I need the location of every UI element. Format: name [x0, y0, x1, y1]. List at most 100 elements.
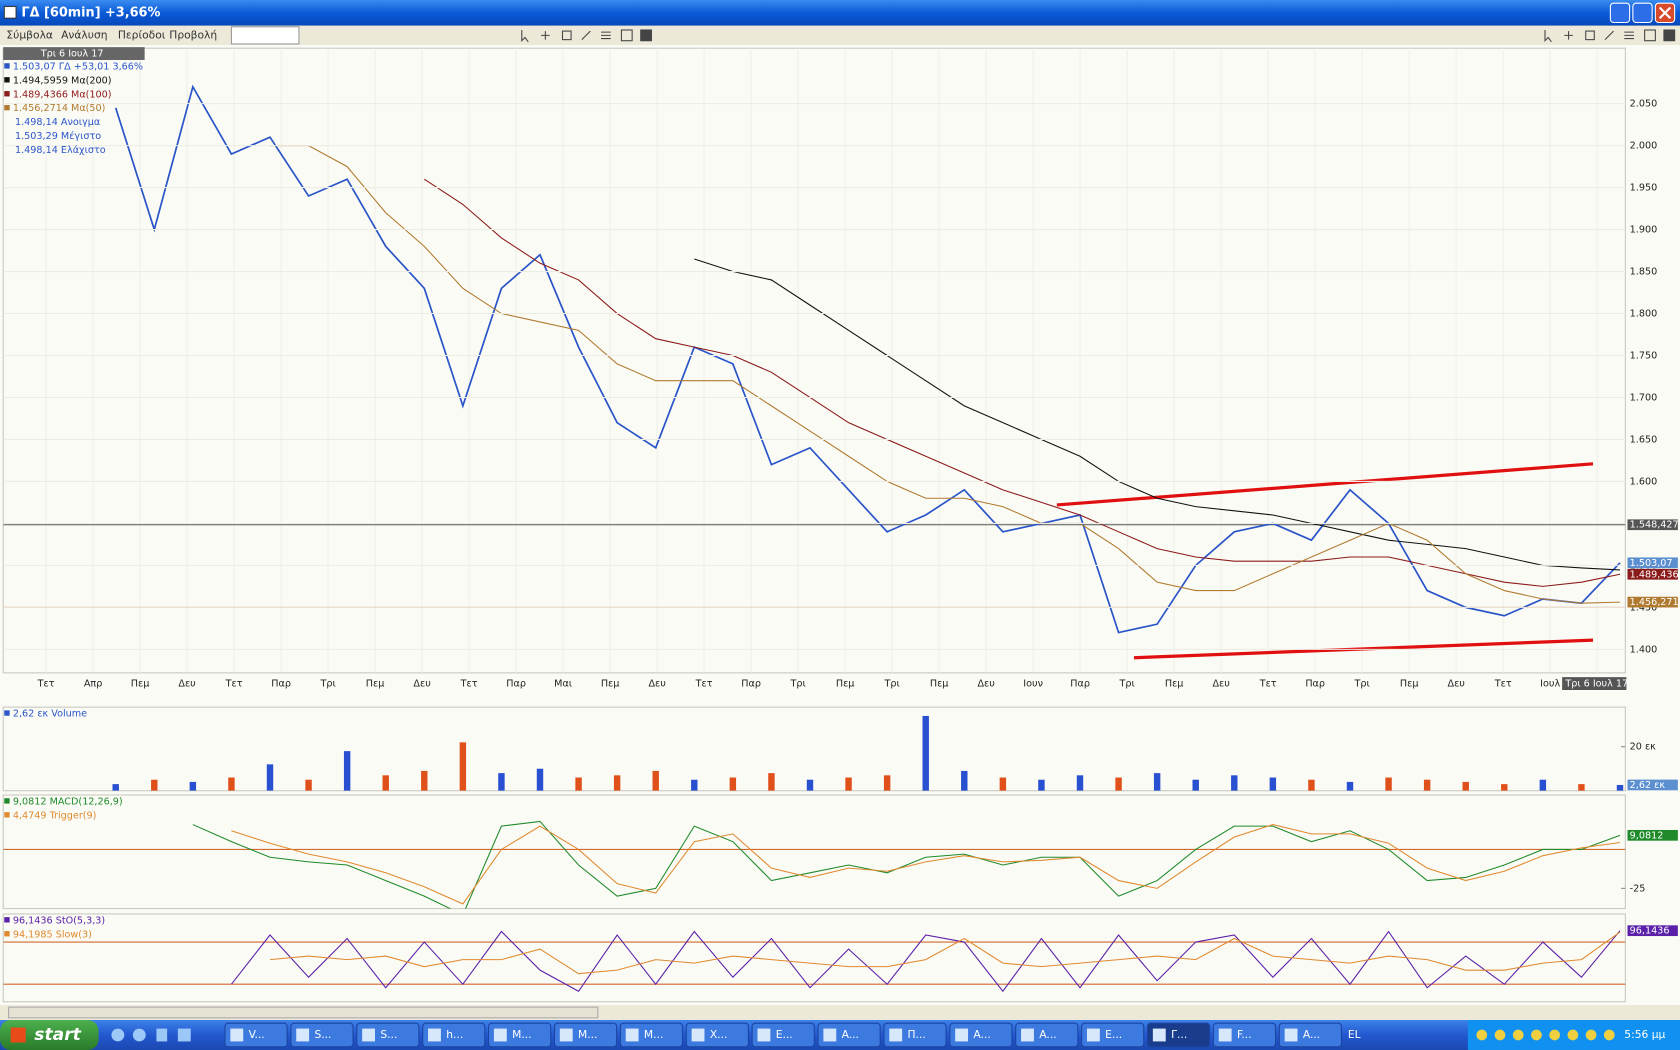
value-tag	[1627, 829, 1678, 841]
trend-line	[1056, 462, 1594, 507]
tool-save[interactable]	[640, 29, 652, 42]
task-label: A...	[842, 1028, 859, 1041]
task-label: Γ...	[1171, 1028, 1187, 1041]
charts: 1.4001.4501.5001.5501.6001.6501.7001.750…	[2, 47, 1679, 1003]
legend-entry: 96,1436 StO(5,3,3)	[13, 915, 105, 926]
series-line	[114, 84, 1621, 634]
plot	[112, 715, 1624, 791]
volume-bar	[536, 768, 544, 791]
tool-save-2[interactable]	[1663, 29, 1676, 42]
tool-line[interactable]	[581, 30, 591, 41]
value-tag-label: 1.456,271	[1630, 597, 1679, 608]
windows-logo	[10, 1027, 26, 1043]
tool-pointer-2[interactable]	[1544, 30, 1552, 43]
task-icon	[1218, 1028, 1232, 1042]
tray-8[interactable]	[1603, 1029, 1615, 1041]
x-tick-label: Παρ	[1305, 679, 1325, 690]
value-tag	[1627, 779, 1678, 791]
tray-7[interactable]	[1585, 1029, 1597, 1041]
task-icon	[559, 1028, 573, 1042]
volume-bar	[151, 779, 158, 791]
tool-pointer[interactable]	[521, 30, 529, 43]
tool-line-2[interactable]	[1604, 30, 1614, 41]
volume-bar	[189, 781, 197, 791]
volume-bar	[1308, 779, 1315, 791]
volume-bar	[1539, 779, 1547, 791]
x-tick-label: Τρι	[884, 679, 900, 690]
tool-fib-2[interactable]	[1624, 31, 1634, 40]
panel	[2, 913, 1626, 1003]
volume-bar	[1616, 784, 1624, 791]
x-tick-label: Πεμ	[1400, 679, 1419, 690]
volume-bar	[1385, 777, 1392, 791]
menu-item[interactable]: Ανάλυση	[61, 28, 107, 41]
task-label: A...	[973, 1028, 990, 1041]
volume-bar	[922, 715, 929, 791]
ql-app[interactable]	[156, 1028, 168, 1042]
tool-rect-2[interactable]	[1585, 30, 1595, 41]
x-tick-label: Παρ	[741, 679, 761, 690]
legend-entry: 1.503,07 ΓΔ +53,01 3,66%	[13, 61, 143, 72]
series-line	[269, 931, 1621, 975]
task-icon	[230, 1028, 244, 1042]
y-tick-label: 1.400	[1630, 644, 1658, 655]
menu-bar	[0, 25, 1680, 45]
task-label: M...	[512, 1028, 531, 1041]
tool-chart-2[interactable]	[1644, 29, 1656, 42]
value-tag	[1627, 568, 1678, 580]
x-tick-label: Δευ	[178, 679, 196, 690]
window-buttons[interactable]	[1609, 2, 1676, 24]
tool-rect[interactable]	[561, 30, 572, 41]
tool-cross[interactable]	[541, 31, 550, 40]
value-tag-label: 96,1436	[1630, 926, 1670, 937]
task-icon	[889, 1028, 903, 1042]
y-tick-label: 1.750	[1630, 350, 1658, 361]
symbol-input[interactable]	[230, 26, 300, 45]
task-label: M...	[578, 1028, 597, 1041]
language-indicator[interactable]: EL	[1348, 1028, 1361, 1041]
tray-4[interactable]	[1531, 1029, 1542, 1041]
restore-button[interactable]	[1632, 2, 1653, 24]
legend-swatch	[4, 105, 10, 111]
y-tick-label: 1.950	[1630, 183, 1658, 194]
minimize-button[interactable]	[1609, 2, 1631, 24]
task-icon	[757, 1028, 771, 1042]
legend-swatch	[4, 710, 10, 716]
x-tick-label: Τετ	[460, 679, 478, 690]
volume-bar	[1038, 779, 1045, 791]
menu-item[interactable]: Προβολή	[169, 28, 217, 41]
legend-entry: 1.489,4366 Mα(100)	[13, 89, 112, 100]
volume-bar	[421, 770, 428, 791]
tray-5[interactable]	[1549, 1029, 1560, 1041]
ql-ie2[interactable]	[132, 1028, 146, 1042]
cursor-label: Τρι 6 Ιουλ 17	[1564, 679, 1628, 690]
info-line: 1.498,14 Ελάχιστο	[15, 144, 106, 156]
task-label: E...	[776, 1028, 793, 1041]
ql-ie[interactable]	[111, 1028, 125, 1042]
y-tick-label: 1.800	[1630, 309, 1658, 320]
tray-3[interactable]	[1512, 1029, 1524, 1041]
tray-6[interactable]	[1567, 1029, 1579, 1041]
ql-desktop[interactable]	[177, 1028, 191, 1042]
task-icon	[428, 1028, 441, 1042]
tool-cross-2[interactable]	[1564, 31, 1573, 40]
x-tick-label: Τρι	[319, 679, 335, 690]
x-tick-label: Δευ	[977, 679, 995, 690]
legend-swatch	[4, 812, 10, 818]
task-items: V... S... S... h... M... M... M... X... E... A...…	[224, 1022, 1342, 1048]
tray-2[interactable]	[1494, 1029, 1506, 1041]
menu-item[interactable]: Περίοδοι	[118, 28, 166, 41]
tool-fib[interactable]	[601, 31, 611, 40]
volume-bar	[1501, 784, 1508, 791]
tool-chart[interactable]	[620, 29, 633, 42]
task-icon	[362, 1028, 375, 1042]
menu-item[interactable]: Σύμβολα	[6, 28, 53, 41]
tray-1[interactable]	[1476, 1029, 1488, 1041]
volume-bar	[883, 775, 891, 791]
cursor-box	[1562, 677, 1627, 690]
legend-entry: 9,0812 MACD(12,26,9)	[13, 796, 123, 807]
x-tick-label: Δευ	[1447, 679, 1465, 690]
series-line	[423, 178, 1621, 587]
scroll-thumb[interactable]	[8, 1006, 599, 1019]
